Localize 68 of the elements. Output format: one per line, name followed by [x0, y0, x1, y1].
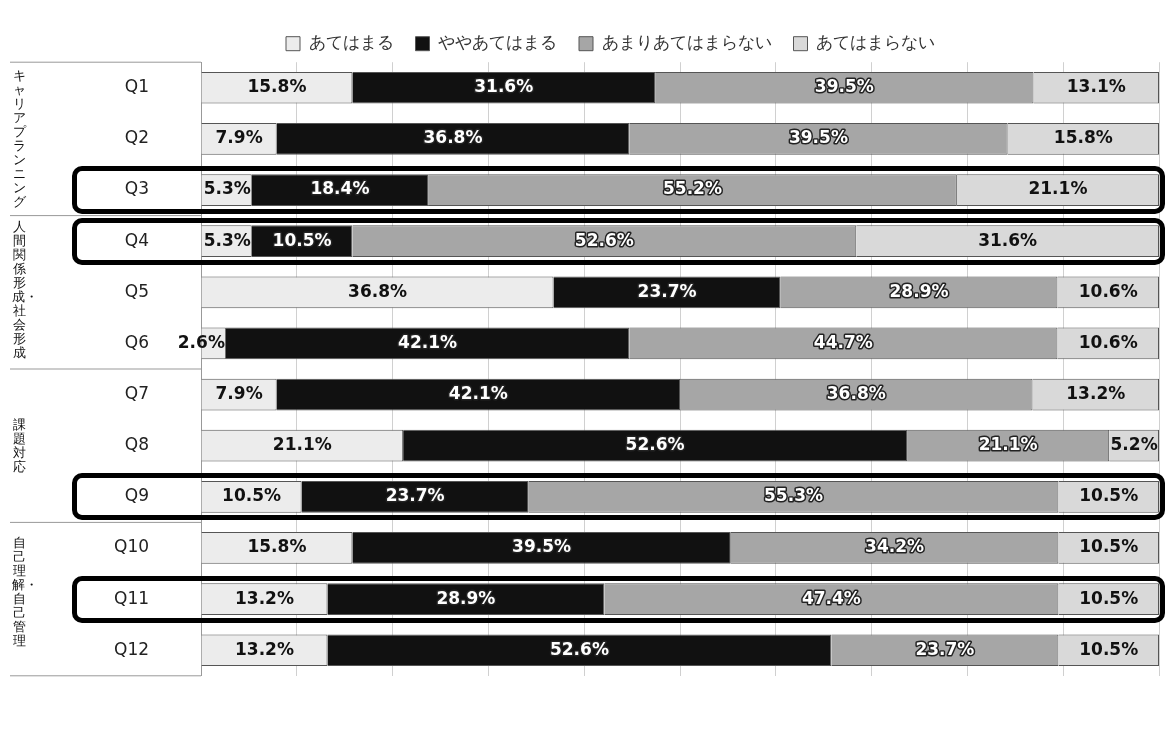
- data-label: 55.2%: [662, 178, 722, 199]
- y-tick-label: Q3: [124, 178, 150, 199]
- data-label: 31.6%: [474, 76, 534, 97]
- data-label: 2.6%: [177, 331, 225, 352]
- legend-label: ややあてはまる: [438, 32, 557, 53]
- text: 自己理解・自己管理: [12, 534, 38, 651]
- data-label: 42.1%: [448, 382, 508, 403]
- data-label: 23.7%: [385, 485, 445, 506]
- data-label: 7.9%: [215, 382, 263, 403]
- data-label: 47.4%: [801, 587, 861, 608]
- y-tick-label: Q10: [114, 536, 150, 557]
- data-label: 5.2%: [1110, 434, 1158, 455]
- data-label: 10.5%: [1079, 587, 1139, 608]
- data-label: 55.3%: [764, 485, 824, 506]
- data-label: 23.7%: [637, 280, 697, 301]
- data-label: 5.3%: [203, 229, 251, 250]
- data-label: 52.6%: [574, 229, 634, 250]
- data-label: 31.6%: [978, 229, 1038, 250]
- data-label: 39.5%: [512, 536, 572, 557]
- legend-label: あまりあてはまらない: [601, 32, 772, 53]
- data-label: 39.5%: [814, 76, 874, 97]
- y-tick-label: Q12: [114, 638, 150, 659]
- text: 人間関係形成・社会形成: [12, 218, 38, 360]
- y-tick-label: Q2: [124, 127, 150, 148]
- y-tick-label: Q4: [124, 229, 150, 250]
- data-label: 13.1%: [1066, 76, 1126, 97]
- data-label: 5.3%: [203, 178, 251, 199]
- data-label: 39.5%: [788, 127, 848, 148]
- data-label: 18.4%: [310, 178, 370, 199]
- y-tick-label: Q11: [114, 587, 150, 608]
- y-tick-label: Q8: [124, 434, 150, 455]
- y-tick-label: Q1: [124, 76, 150, 97]
- y-tick-label: Q7: [124, 382, 150, 403]
- data-label: 36.8%: [423, 127, 483, 148]
- data-label: 52.6%: [625, 434, 685, 455]
- data-label: 36.8%: [348, 280, 408, 301]
- data-label: 15.8%: [247, 536, 307, 557]
- data-label: 10.6%: [1078, 280, 1138, 301]
- data-label: 13.2%: [235, 587, 294, 608]
- data-label: 28.9%: [889, 280, 949, 301]
- legend-label: あてはまらない: [816, 32, 935, 53]
- data-label: 10.5%: [222, 485, 282, 506]
- y-tick-label: Q6: [124, 331, 150, 352]
- data-label: 13.2%: [235, 638, 294, 659]
- data-label: 15.8%: [1053, 127, 1113, 148]
- data-label: 21.1%: [978, 434, 1038, 455]
- data-label: 23.7%: [915, 638, 975, 659]
- data-label: 10.6%: [1078, 331, 1138, 352]
- legend-label: あてはまる: [308, 32, 394, 53]
- data-label: 42.1%: [398, 331, 458, 352]
- data-label: 21.1%: [272, 434, 332, 455]
- data-label: 13.2%: [1066, 382, 1126, 403]
- y-tick-label: Q9: [124, 485, 150, 506]
- text: キャリアプランニング: [12, 67, 26, 209]
- data-label: 7.9%: [215, 127, 263, 148]
- data-label: 10.5%: [1079, 536, 1139, 557]
- data-label: 10.5%: [272, 229, 332, 250]
- data-label: 10.5%: [1079, 485, 1139, 506]
- data-label: 10.5%: [1079, 638, 1139, 659]
- data-label: 28.9%: [436, 587, 496, 608]
- text: 課題対応: [12, 415, 27, 476]
- data-label: 52.6%: [549, 638, 609, 659]
- data-label: 36.8%: [826, 382, 886, 403]
- data-label: 44.7%: [813, 331, 873, 352]
- data-label: 21.1%: [1028, 178, 1088, 199]
- data-label: 34.2%: [865, 536, 925, 557]
- y-tick-label: Q5: [124, 280, 150, 301]
- data-label: 15.8%: [247, 76, 307, 97]
